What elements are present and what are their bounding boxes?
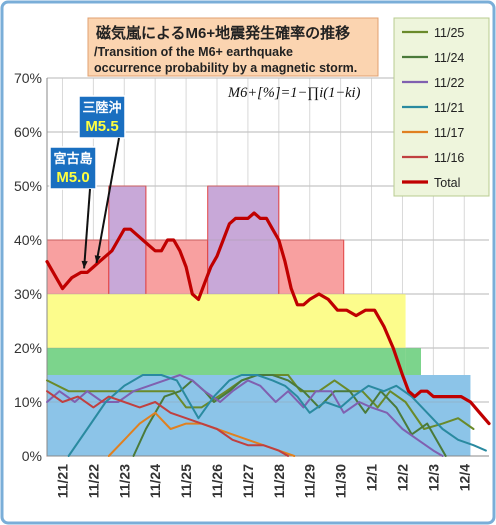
annotation-box (78, 95, 126, 139)
series-line-11-21 (67, 374, 487, 457)
legend: 11/25 11/24 11/22 11/21 11/17 11/16 Total (393, 17, 490, 197)
x-tick-label: 11/28 (271, 464, 287, 498)
x-tick-label: 11/30 (333, 464, 349, 498)
legend-label: 11/21 (434, 101, 464, 115)
x-tick-label: 11/26 (209, 464, 225, 498)
probability-band (47, 375, 421, 456)
y-tick-label: 50% (14, 178, 42, 194)
series-line-total (45, 211, 491, 426)
legend-label: 11/25 (434, 26, 464, 40)
annotation-location: 三陸沖 (82, 100, 121, 115)
x-tick-label: 11/21 (54, 464, 70, 498)
annotation-magnitude: M5.0 (56, 169, 89, 186)
y-tick-label: 70% (14, 70, 42, 86)
y-tick-label: 0% (22, 448, 42, 464)
annotation-0: 宮古島 M5.0 (49, 146, 97, 269)
y-tick-label: 40% (14, 232, 42, 248)
annotation-arrowhead (94, 255, 101, 263)
title-box (87, 17, 379, 77)
y-tick-label: 20% (14, 340, 42, 356)
y-tick-label: 30% (14, 286, 42, 302)
probability-formula: M6+[%]=1−∏i(1−ki) (227, 85, 361, 101)
legend-label: Total (434, 176, 460, 190)
x-tick-label: 11/27 (240, 464, 256, 498)
annotation-magnitude: M5.5 (85, 118, 118, 135)
x-tick-label: 12/1 (364, 464, 380, 491)
chart-title: 磁気嵐によるM6+地震発生確率の推移 (96, 24, 350, 42)
chart-subtitle-line1: /Transition of the M6+ earthquake (94, 45, 293, 59)
series-line-11-22 (46, 374, 444, 457)
x-tick-label: 11/22 (85, 464, 101, 498)
annotation-1: 三陸沖 M5.5 (78, 95, 126, 264)
annotation-arrow (83, 188, 91, 269)
x-tick-label: 12/2 (394, 464, 410, 491)
legend-label: 11/17 (434, 126, 464, 140)
legend-label: 11/24 (434, 51, 464, 65)
annotation-box (49, 146, 97, 190)
series-line-11-24 (132, 374, 447, 457)
annotation-arrowhead (81, 260, 88, 269)
annotation-arrow (95, 137, 120, 264)
legend-label: 11/22 (434, 76, 464, 90)
x-tick-label: 11/25 (178, 464, 194, 498)
x-tick-label: 11/24 (147, 464, 163, 498)
x-tick-label: 11/23 (116, 464, 132, 498)
chart-subtitle-line2: occurrence probability by a magnetic sto… (94, 61, 357, 75)
y-tick-label: 60% (14, 124, 42, 140)
legend-label: 11/16 (434, 151, 464, 165)
y-tick-label: 10% (14, 394, 42, 410)
annotation-location: 宮古島 (53, 151, 92, 166)
series-line-11-16 (46, 390, 290, 457)
x-tick-label: 12/3 (425, 464, 441, 491)
x-tick-label: 12/4 (456, 464, 472, 491)
x-tick-label: 11/29 (302, 464, 318, 498)
